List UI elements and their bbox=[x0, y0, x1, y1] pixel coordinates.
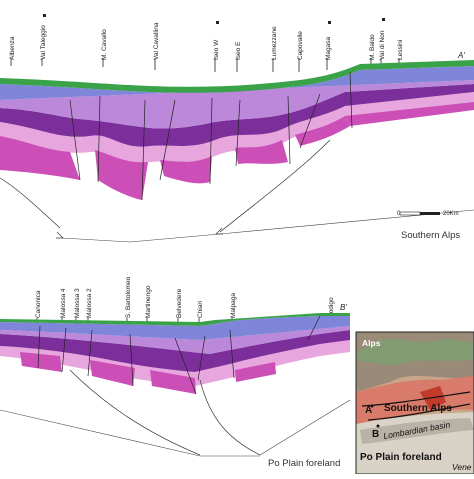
loc-capovalle: Capovalle bbox=[297, 31, 304, 60]
scale-end: 20Km bbox=[443, 211, 459, 217]
section-a-well-markers bbox=[43, 14, 385, 24]
section-a-scale-bar: 0 20Km bbox=[397, 211, 459, 217]
loc-canonica: Canonica bbox=[35, 290, 42, 318]
loc-martinengo: Martinengo bbox=[145, 285, 152, 318]
inset-label-vene: Vene bbox=[452, 462, 472, 472]
loc-magasa: Magasa bbox=[325, 36, 332, 60]
section-a-locations: Albenza Val Taleggio M. Cavallo Val Cava… bbox=[9, 14, 404, 72]
loc-val-taleggio: Val Taleggio bbox=[40, 25, 47, 60]
loc-lessini: Lessini bbox=[397, 40, 404, 60]
loc-lumezzane: Lumezzane bbox=[271, 26, 278, 60]
loc-iseo-w: Iseo W bbox=[213, 39, 220, 60]
loc-belvedere: Belvedere bbox=[176, 288, 183, 318]
loc-s-bartolomeo: S. Bartolomeo bbox=[125, 276, 132, 318]
section-a-caption: Southern Alps bbox=[401, 230, 460, 241]
section-b: Canonica Malossa 4 Malossa 3 Malossa 2 S… bbox=[0, 276, 351, 469]
inset-point-b: B bbox=[372, 429, 379, 440]
loc-albenza: Albenza bbox=[9, 36, 16, 60]
loc-rodigo: Rodigo bbox=[328, 297, 335, 318]
inset-label-southern-alps: Southern Alps bbox=[384, 403, 452, 414]
section-a-cross-section bbox=[0, 60, 474, 243]
loc-val-di-non: Val di Non bbox=[379, 30, 386, 60]
section-b-caption: Po Plain foreland bbox=[268, 458, 340, 469]
inset-label-po-plain: Po Plain foreland bbox=[360, 452, 442, 463]
section-a-end-label: A' bbox=[457, 51, 465, 60]
inset-map: Alps Southern Alps A B Lombardian basin … bbox=[355, 331, 474, 475]
loc-m-cavallo: M. Cavallo bbox=[101, 29, 108, 60]
loc-val-cavallina: Val Cavallina bbox=[153, 22, 160, 60]
inset-point-a: A bbox=[365, 405, 372, 416]
section-a: Albenza Val Taleggio M. Cavallo Val Cava… bbox=[0, 14, 474, 243]
loc-malossa-3: Malossa 3 bbox=[74, 288, 81, 318]
section-b-cross-section bbox=[0, 313, 351, 457]
loc-m-baldo: M. Baldo bbox=[369, 34, 376, 60]
scale-zero: 0 bbox=[397, 211, 401, 217]
loc-iseo-e: Iseo E bbox=[235, 41, 242, 60]
section-a-ticks bbox=[10, 58, 400, 72]
loc-malossa-2: Malossa 2 bbox=[86, 288, 93, 318]
inset-label-alps: Alps bbox=[362, 338, 381, 348]
loc-chiari: Chiari bbox=[197, 301, 204, 318]
section-b-end-label: B' bbox=[340, 303, 347, 312]
loc-malossa-4: Malossa 4 bbox=[60, 288, 67, 318]
loc-malpaga: Malpaga bbox=[230, 293, 237, 318]
